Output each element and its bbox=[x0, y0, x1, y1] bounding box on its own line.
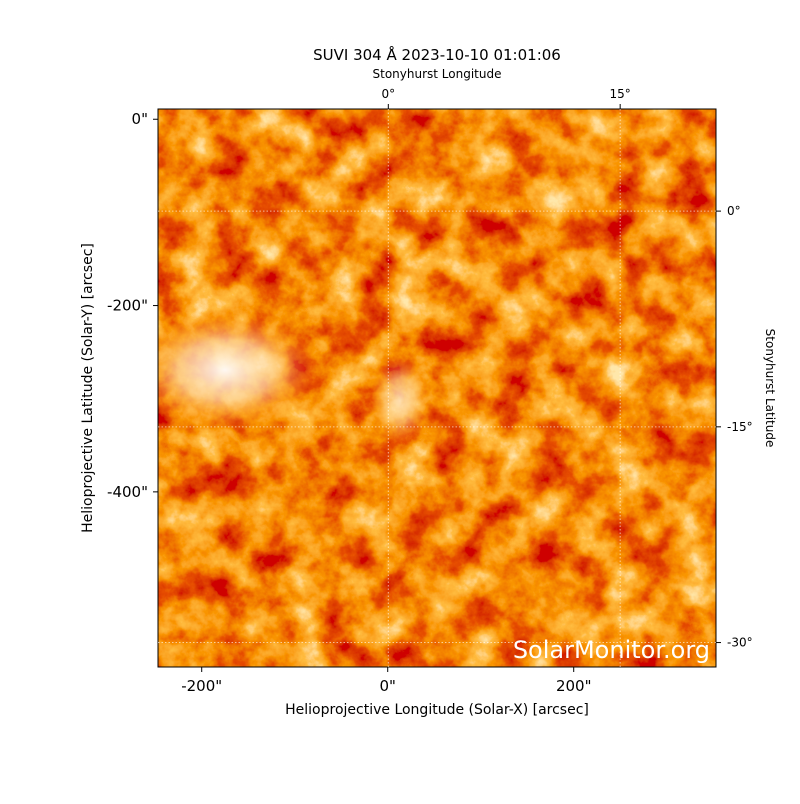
watermark: SolarMonitor.org bbox=[513, 636, 710, 664]
top-tick-label: 0° bbox=[381, 87, 395, 101]
right-tick-label: 0° bbox=[727, 204, 741, 218]
top-tick-label: 15° bbox=[610, 87, 631, 101]
x-tick-label: 0" bbox=[379, 677, 395, 695]
x-tick-label: -200" bbox=[181, 677, 222, 695]
x-axis-label: Helioprojective Longitude (Solar-X) [arc… bbox=[285, 702, 589, 718]
chart-title: SUVI 304 Å 2023-10-10 01:01:06 bbox=[313, 45, 561, 64]
y-tick-label: -400" bbox=[107, 483, 148, 501]
plot-frame bbox=[157, 108, 717, 668]
right-tick-label: -15° bbox=[727, 420, 753, 434]
y-tick-label: 0" bbox=[132, 110, 148, 128]
y-tick-label: -200" bbox=[107, 297, 148, 315]
top-axis-label: Stonyhurst Longitude bbox=[373, 67, 502, 81]
solar-image bbox=[158, 109, 716, 667]
y-axis-label: Helioprojective Latitude (Solar-Y) [arcs… bbox=[80, 243, 96, 533]
right-axis-label: Stonyhurst Latitude bbox=[763, 329, 777, 448]
right-tick-label: -30° bbox=[727, 636, 753, 650]
x-tick-label: 200" bbox=[556, 677, 592, 695]
